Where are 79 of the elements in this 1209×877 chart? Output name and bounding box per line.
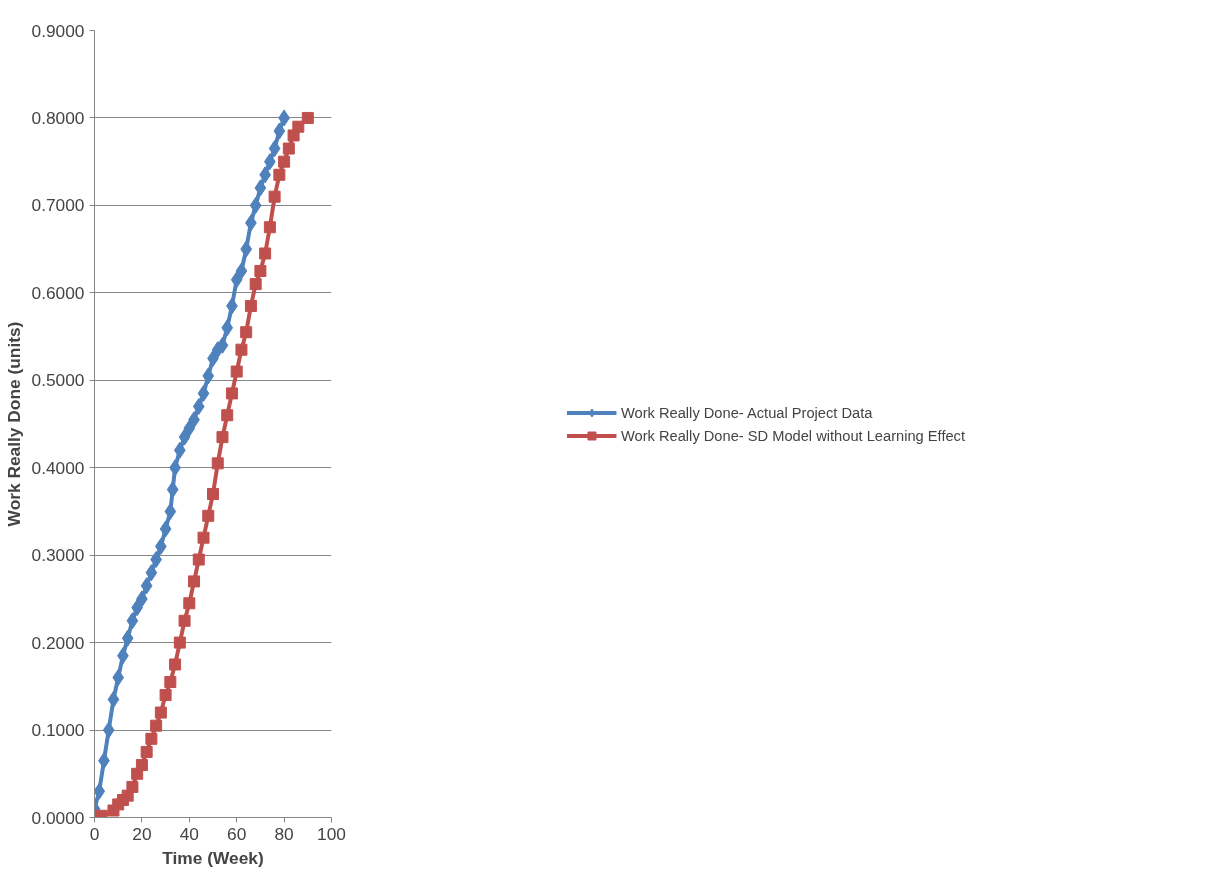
point	[273, 168, 286, 181]
y-tick-label: 0.1000	[31, 720, 85, 741]
point	[159, 689, 172, 702]
point	[164, 675, 177, 688]
point	[263, 221, 276, 234]
point	[249, 278, 262, 291]
y-tick-label: 0.5000	[31, 370, 85, 391]
y-tick-label: 0.2000	[31, 632, 85, 653]
y-tick-label: 0.3000	[31, 545, 85, 566]
x-tick-label: 0	[89, 823, 100, 844]
point	[166, 481, 179, 499]
point	[145, 732, 158, 745]
y-tick-label: 0.8000	[31, 107, 85, 128]
x-tick-label: 20	[132, 823, 152, 844]
point	[112, 669, 125, 687]
point	[102, 721, 115, 739]
point	[173, 636, 186, 649]
point	[268, 140, 281, 158]
point	[178, 614, 191, 627]
point	[140, 577, 153, 595]
point	[197, 531, 210, 544]
point	[164, 502, 177, 520]
point	[192, 398, 205, 416]
point	[202, 509, 215, 522]
point	[254, 179, 267, 197]
point	[183, 597, 196, 610]
point	[240, 240, 253, 258]
point	[192, 553, 205, 566]
point	[278, 155, 291, 168]
point	[173, 441, 186, 459]
point	[235, 262, 248, 280]
point	[301, 111, 314, 124]
y-axis-title: Work Really Done (units)	[3, 321, 24, 527]
x-tick-label: 100	[317, 823, 346, 844]
point	[259, 247, 272, 260]
point	[211, 457, 224, 470]
point	[240, 326, 253, 339]
y-tick-label: 0.6000	[31, 282, 85, 303]
y-tick-label: 0.0000	[31, 807, 85, 828]
point	[282, 142, 295, 155]
point	[126, 612, 139, 630]
point	[121, 629, 134, 647]
point	[207, 487, 219, 500]
y-tick-label: 0.9000	[31, 20, 85, 41]
point	[249, 196, 262, 214]
point	[268, 190, 281, 203]
point	[107, 690, 120, 708]
point	[154, 706, 167, 719]
point	[150, 719, 163, 732]
point	[221, 319, 234, 337]
point	[126, 780, 139, 793]
point	[216, 431, 229, 444]
x-tick-label: 60	[227, 823, 247, 844]
y-tick-label: 0.4000	[31, 457, 85, 478]
x-tick-label: 80	[274, 823, 294, 844]
point	[221, 409, 234, 422]
point	[254, 264, 267, 277]
point	[244, 299, 257, 312]
point	[273, 122, 286, 140]
point	[140, 745, 153, 758]
point	[178, 428, 191, 446]
point	[292, 120, 305, 133]
point	[197, 384, 210, 402]
y-tick-label: 0.7000	[31, 195, 85, 216]
point	[230, 271, 243, 289]
legend-label: Work Really Done- SD Model without Learning Effect	[620, 427, 966, 443]
point	[145, 564, 158, 582]
point	[230, 365, 243, 378]
x-axis-title: Time (Week)	[162, 847, 264, 868]
point	[202, 367, 215, 385]
point	[235, 343, 248, 356]
point	[169, 658, 182, 671]
point	[135, 759, 148, 772]
point	[216, 336, 229, 354]
point	[225, 387, 238, 400]
x-tick-label: 40	[179, 823, 199, 844]
legend-label: Work Really Done- Actual Project Data	[620, 404, 873, 420]
point	[188, 575, 201, 588]
point	[159, 520, 172, 538]
